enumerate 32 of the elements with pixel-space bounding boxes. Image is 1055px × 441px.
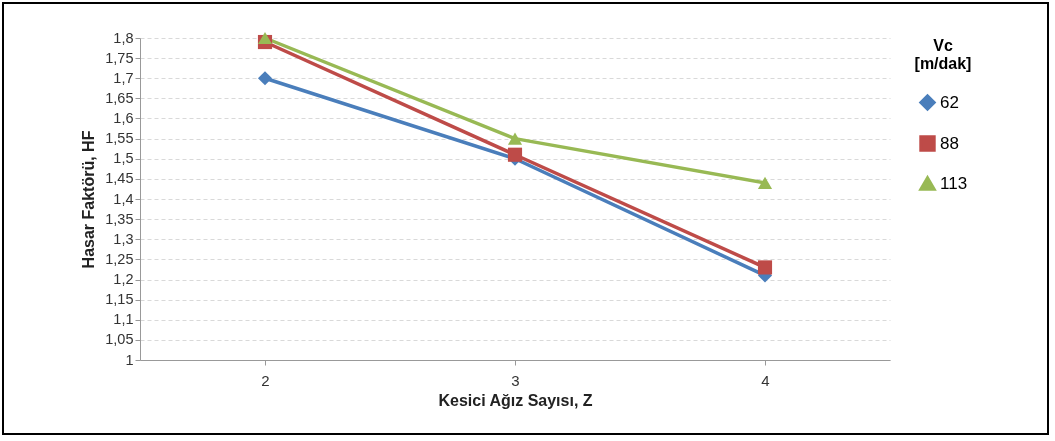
y-tick-label: 1,6 [113, 110, 134, 126]
point [507, 132, 523, 145]
y-tick-label: 1 [125, 351, 134, 368]
y-tick-label: 1,7 [113, 69, 134, 86]
y-tick-label: 1,05 [105, 331, 134, 348]
y-axis-title: Hasar Faktörü, HF [80, 130, 98, 269]
y-tick-label: 1,15 [105, 291, 134, 308]
x-axis-title: Kesici Ağız Sayısı, Z [438, 391, 593, 409]
legend-label: 113 [940, 173, 968, 193]
y-tick-label: 1,65 [105, 89, 134, 106]
legend-label: 62 [940, 92, 959, 112]
y-tick-label: 1,1 [113, 311, 134, 328]
point [757, 176, 773, 190]
y-tick-label: 1,45 [105, 170, 134, 187]
x-tick-label: 3 [511, 371, 520, 389]
y-tick-label: 1,2 [113, 271, 134, 287]
point [257, 31, 273, 45]
y-tick-label: 1,8 [113, 29, 134, 46]
y-tick-label: 1,35 [105, 210, 134, 227]
point [757, 260, 773, 275]
y-tick-label: 1,75 [105, 49, 134, 66]
y-tick-label: 1,4 [113, 190, 134, 207]
y-tick-label: 1,5 [113, 150, 134, 167]
x-tick-label: 2 [261, 371, 270, 389]
y-tick-label: 1,3 [113, 230, 134, 247]
x-tick-label: 4 [761, 371, 770, 389]
point [257, 71, 273, 86]
legend-title: Vc [m/dak] [914, 37, 972, 72]
y-tick-label: 1,25 [105, 250, 134, 267]
y-tick-label: 1,55 [105, 130, 134, 147]
point [507, 147, 523, 162]
legend-label: 88 [940, 133, 959, 153]
